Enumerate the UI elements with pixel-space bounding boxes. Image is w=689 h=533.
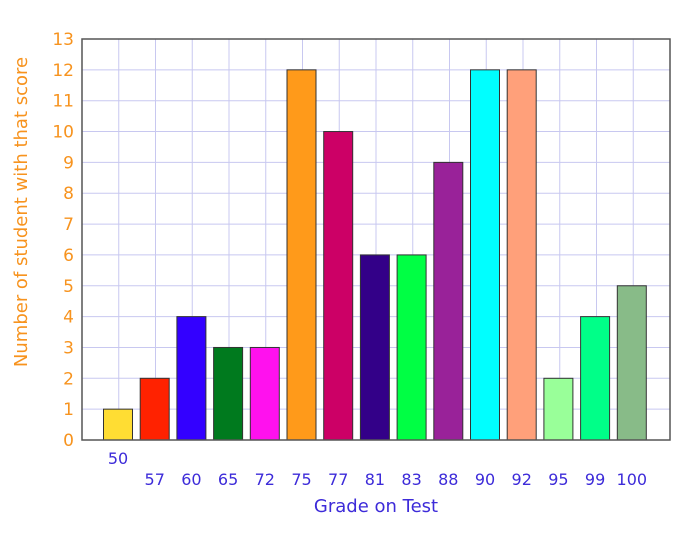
y-tick-label: 11 [52, 92, 74, 112]
bar-57 [139, 377, 170, 441]
y-tick-label: 4 [63, 308, 74, 328]
bar-88 [433, 161, 464, 441]
bar-65 [213, 346, 244, 441]
bar-83 [396, 254, 427, 441]
x-tick-label: 92 [512, 470, 532, 489]
y-tick-label: 9 [63, 153, 74, 173]
bar-99 [580, 316, 611, 441]
bar-100 [616, 285, 647, 441]
x-tick-label: 77 [328, 470, 348, 489]
plot-frame [81, 38, 671, 441]
bar-75 [286, 69, 317, 441]
y-axis-label: Number of student with that score [11, 57, 32, 367]
x-tick-label: 88 [438, 470, 458, 489]
x-tick-labels: 50 57 60 65 72 75 77 81 83 88 90 92 95 99 100 [108, 449, 647, 489]
y-tick-label: 2 [63, 369, 74, 389]
bar-50 [103, 408, 133, 441]
y-tick-label: 0 [63, 431, 74, 451]
bars [103, 69, 647, 441]
x-tick-label: 57 [145, 470, 165, 489]
x-tick-label: 95 [548, 470, 568, 489]
bar-90 [470, 69, 500, 441]
x-tick-label: 60 [181, 470, 201, 489]
bar-81 [359, 254, 390, 441]
y-tick-label: 13 [52, 30, 74, 50]
y-tick-label: 1 [63, 400, 74, 420]
x-tick-label: 65 [218, 470, 238, 489]
x-tick-label: 83 [401, 470, 421, 489]
bar-60 [176, 316, 207, 441]
bar-77 [323, 131, 354, 441]
bar-95 [543, 377, 574, 441]
y-tick-label: 6 [63, 246, 74, 266]
y-tick-label: 3 [63, 338, 74, 358]
y-tick-label: 12 [52, 61, 74, 81]
x-tick-label: 100 [617, 470, 648, 489]
y-tick-label: 10 [52, 123, 74, 143]
x-tick-label: 81 [365, 470, 385, 489]
x-tick-label: 72 [255, 470, 275, 489]
y-tick-label: 7 [63, 215, 74, 235]
x-axis-label: Grade on Test [314, 496, 438, 517]
bar-92 [506, 69, 537, 441]
x-tick-label: 99 [585, 470, 605, 489]
x-tick-label: 50 [108, 449, 128, 468]
x-tick-label: 75 [291, 470, 311, 489]
x-tick-label: 90 [475, 470, 495, 489]
y-tick-label: 5 [63, 277, 74, 297]
y-tick-label: 8 [63, 184, 74, 204]
bar-72 [249, 346, 280, 441]
